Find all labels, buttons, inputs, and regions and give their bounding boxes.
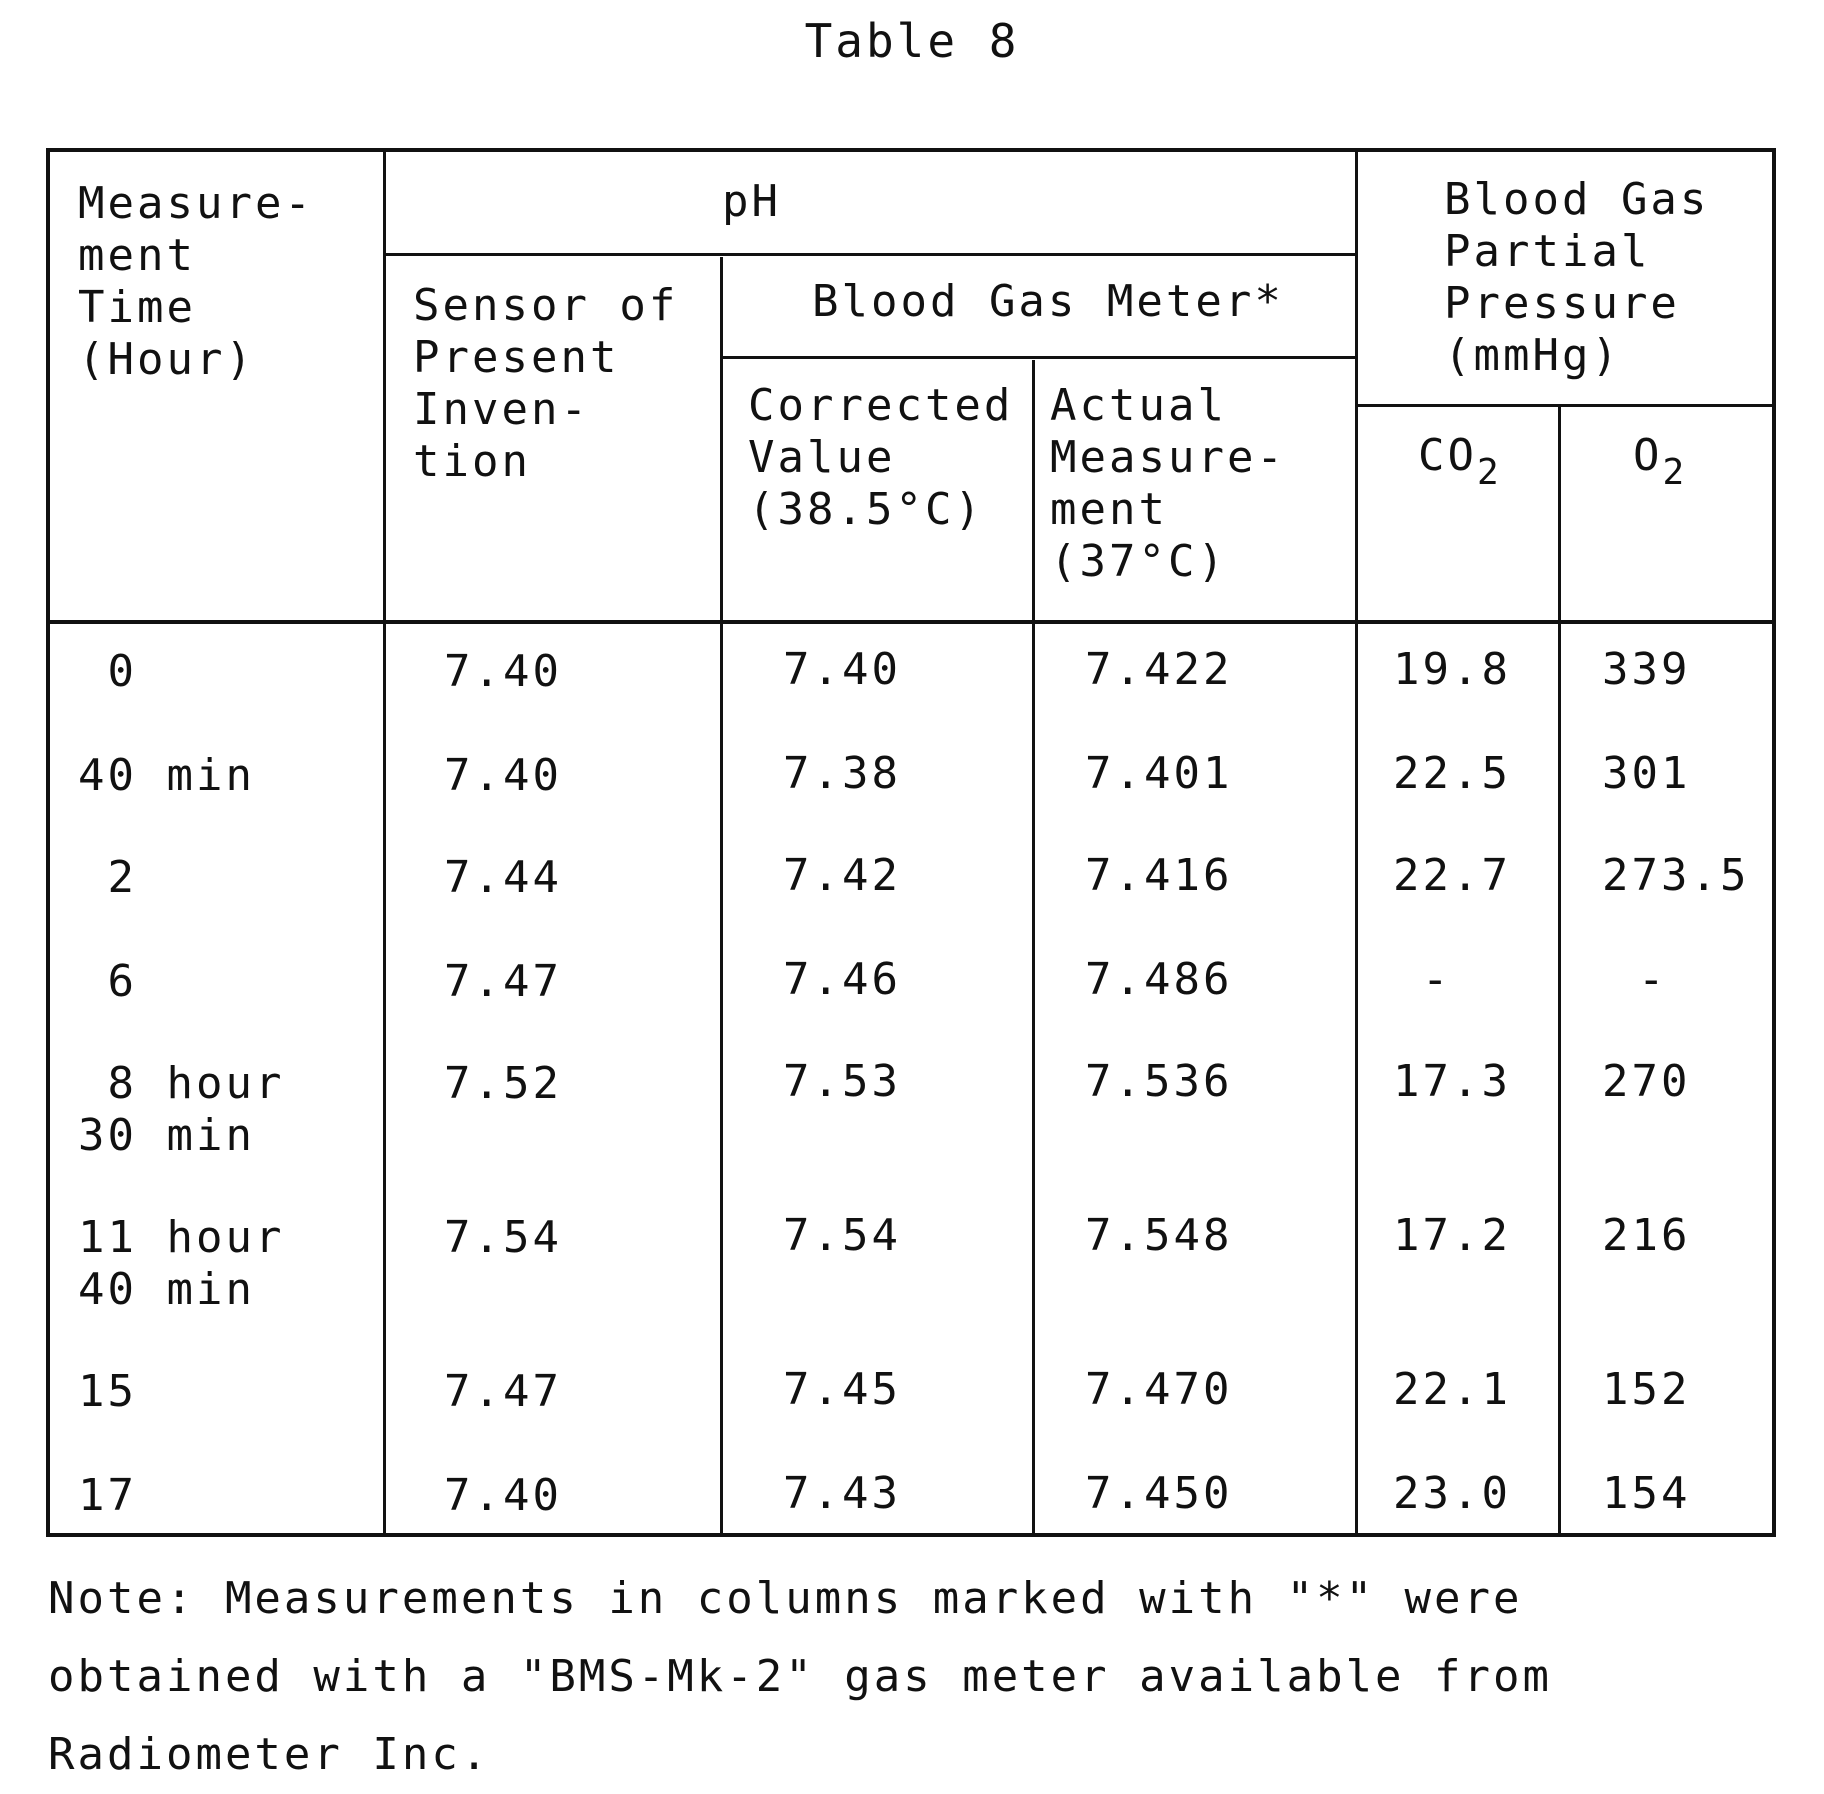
cell-time: 0 [78,646,137,697]
header-co2: CO2 [1418,430,1502,499]
header-actual-measurement: Actual Measure- ment (37°C) [1050,380,1286,587]
vertical-rule [383,152,386,1537]
header-partial-pressure: Blood Gas Partial Pressure (mmHg) [1444,174,1710,381]
data-table: Measure- ment Time (Hour) pH Sensor of P… [46,148,1776,1537]
cell-sensor: 7.40 [444,646,562,697]
vertical-rule [720,257,723,1537]
header-measurement-time: Measure- ment Time (Hour) [78,178,314,385]
cell-sensor: 7.47 [444,1366,562,1417]
cell-corrected: 7.45 [783,1364,901,1415]
cell-co2: 17.2 [1393,1210,1511,1261]
cell-sensor: 7.40 [444,750,562,801]
cell-sensor: 7.52 [444,1058,562,1109]
cell-corrected: 7.42 [783,850,901,901]
vertical-rule [1558,407,1561,1537]
cell-actual: 7.401 [1085,748,1233,799]
cell-actual: 7.548 [1085,1210,1233,1261]
cell-actual: 7.422 [1085,644,1233,695]
co2-subscript: 2 [1476,452,1502,493]
cell-sensor: 7.44 [444,852,562,903]
cell-co2: 19.8 [1393,644,1511,695]
cell-actual: 7.536 [1085,1056,1233,1107]
co2-base: CO [1418,430,1477,481]
cell-o2: 301 [1602,748,1691,799]
header-o2: O2 [1633,430,1687,499]
cell-co2: - [1422,954,1452,1005]
cell-corrected: 7.54 [783,1210,901,1261]
cell-o2: 273.5 [1602,850,1750,901]
cell-actual: 7.470 [1085,1364,1233,1415]
o2-subscript: 2 [1662,452,1688,493]
cell-sensor: 7.40 [444,1470,562,1521]
cell-o2: 216 [1602,1210,1691,1261]
cell-co2: 17.3 [1393,1056,1511,1107]
cell-o2: - [1638,954,1668,1005]
horizontal-rule [1355,404,1776,407]
cell-time: 8 hour 30 min [78,1058,285,1161]
footnote: Note: Measurements in columns marked wit… [48,1573,1553,1780]
cell-co2: 23.0 [1393,1468,1511,1519]
cell-corrected: 7.43 [783,1468,901,1519]
header-corrected-value: Corrected Value (38.5°C) [748,380,1014,535]
cell-time: 40 min [78,750,255,801]
vertical-rule [1032,360,1035,1537]
vertical-rule [1355,152,1358,1537]
header-blood-gas-meter: Blood Gas Meter* [812,276,1284,327]
horizontal-rule [720,356,1358,359]
cell-time: 6 [78,956,137,1007]
cell-sensor: 7.47 [444,956,562,1007]
header-sensor: Sensor of Present Inven- tion [413,280,679,487]
cell-corrected: 7.40 [783,644,901,695]
cell-o2: 339 [1602,644,1691,695]
cell-sensor: 7.54 [444,1212,562,1263]
cell-actual: 7.486 [1085,954,1233,1005]
cell-o2: 270 [1602,1056,1691,1107]
header-ph: pH [722,176,781,227]
cell-o2: 152 [1602,1364,1691,1415]
table-title: Table 8 [804,14,1020,68]
cell-time: 17 [78,1470,137,1521]
cell-co2: 22.7 [1393,850,1511,901]
cell-corrected: 7.38 [783,748,901,799]
cell-actual: 7.416 [1085,850,1233,901]
cell-time: 2 [78,852,137,903]
cell-co2: 22.1 [1393,1364,1511,1415]
o2-base: O [1633,430,1663,481]
horizontal-rule [383,253,1358,256]
cell-actual: 7.450 [1085,1468,1233,1519]
cell-time: 15 [78,1366,137,1417]
cell-o2: 154 [1602,1468,1691,1519]
cell-corrected: 7.53 [783,1056,901,1107]
cell-corrected: 7.46 [783,954,901,1005]
cell-time: 11 hour 40 min [78,1212,285,1315]
cell-co2: 22.5 [1393,748,1511,799]
header-bottom-rule [50,620,1776,624]
